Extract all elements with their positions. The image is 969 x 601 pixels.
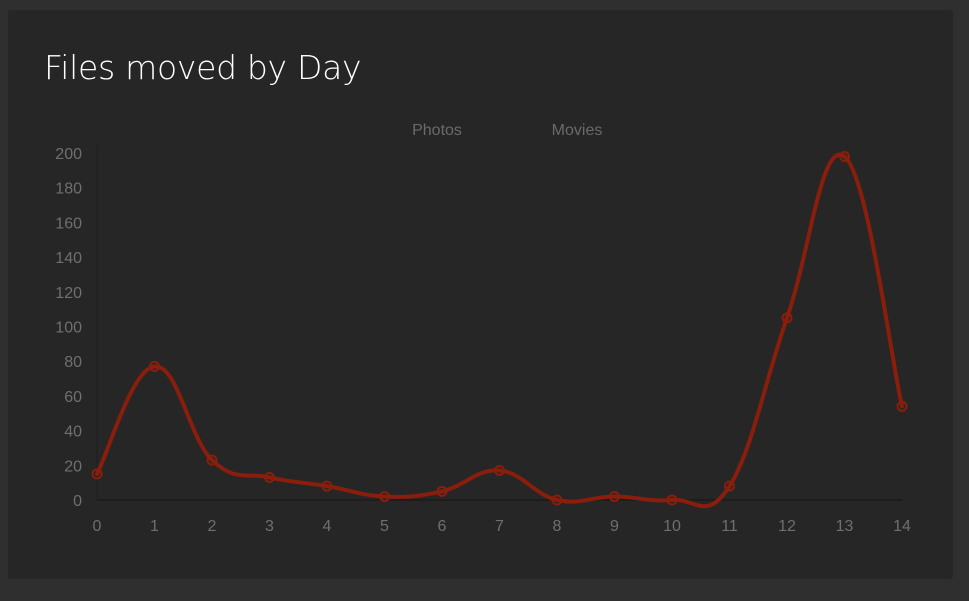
data-point-movies — [379, 491, 390, 503]
x-tick-label: 10 — [663, 518, 681, 535]
x-tick-label: 4 — [323, 518, 332, 535]
series-line-movies — [95, 152, 904, 509]
data-point-movies — [609, 491, 620, 503]
legend-item-movies: Movies — [552, 122, 603, 139]
x-tick-label: 1 — [150, 518, 159, 535]
x-tick-label: 7 — [495, 518, 504, 535]
y-tick-label: 200 — [55, 146, 82, 163]
card-title: Files moved by Day — [44, 48, 362, 87]
data-point-movies — [724, 480, 735, 492]
y-tick-label: 140 — [55, 250, 82, 267]
y-tick-label: 80 — [64, 354, 82, 371]
y-tick-label: 180 — [55, 181, 82, 198]
x-tick-label: 11 — [721, 518, 738, 535]
data-point-movies — [494, 465, 505, 477]
x-tick-label: 0 — [93, 518, 102, 535]
data-point-movies — [149, 360, 160, 372]
data-point-movies — [91, 468, 103, 480]
data-point-movies — [264, 471, 275, 483]
y-tick-label: 20 — [64, 458, 82, 475]
y-tick-label: 40 — [64, 424, 82, 441]
data-point-movies — [896, 400, 908, 412]
y-tick-label: 120 — [55, 285, 82, 302]
data-point-movies — [206, 454, 218, 466]
data-point-movies — [551, 494, 563, 506]
x-tick-label: 6 — [438, 518, 447, 535]
x-tick-label: 8 — [553, 518, 562, 535]
x-tick-label: 13 — [836, 518, 854, 535]
y-tick-label: 60 — [64, 389, 82, 406]
x-tick-label: 14 — [893, 518, 911, 535]
data-point-movies — [839, 150, 850, 162]
legend-item-photos: Photos — [412, 122, 462, 139]
x-tick-label: 3 — [265, 518, 274, 535]
data-point-movies — [666, 494, 678, 506]
x-tick-label: 2 — [208, 518, 217, 535]
x-tick-label: 9 — [610, 518, 619, 535]
x-tick-label: 5 — [380, 518, 389, 535]
y-tick-label: 160 — [55, 215, 82, 232]
data-point-movies — [781, 312, 793, 324]
y-tick-label: 100 — [55, 320, 82, 337]
y-tick-label: 0 — [73, 493, 82, 510]
x-tick-label: 12 — [778, 518, 796, 535]
data-point-movies — [321, 480, 333, 492]
data-point-movies — [436, 485, 448, 497]
